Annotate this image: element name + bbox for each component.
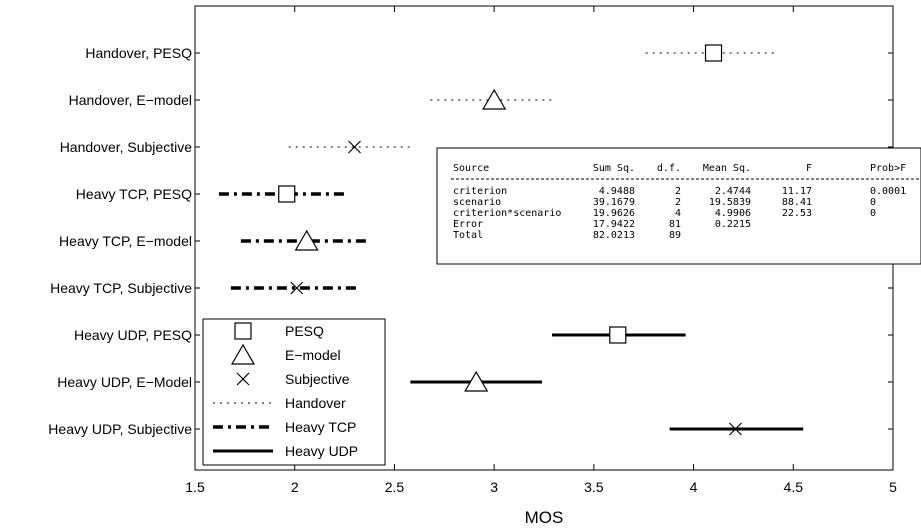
category-label: Heavy UDP, PESQ <box>74 327 192 343</box>
legend-label: PESQ <box>285 323 324 339</box>
legend-symbol-x <box>236 372 250 386</box>
x-axis-title: MOS <box>525 508 564 527</box>
table-cell: 88.41 <box>782 197 812 208</box>
x-tick-label: 2.5 <box>385 479 405 495</box>
x-tick-label: 5 <box>889 479 897 495</box>
mean-marker-triangle <box>294 229 319 251</box>
table-cell: 19.5839 <box>709 197 751 208</box>
category-label: Heavy TCP, PESQ <box>76 186 192 202</box>
table-cell: 81 <box>669 219 681 230</box>
table-cell: scenario <box>453 197 501 208</box>
x-tick-label: 2 <box>291 479 299 495</box>
table-header: Mean Sq. <box>703 163 751 174</box>
category-label: Handover, E−model <box>69 92 192 108</box>
table-cell: 19.9626 <box>593 208 635 219</box>
mean-marker-square <box>704 44 723 62</box>
table-cell: 39.1679 <box>593 197 635 208</box>
x-tick-label: 3 <box>490 479 498 495</box>
table-cell: 4.9488 <box>599 186 635 197</box>
mean-marker-x <box>348 140 361 154</box>
category-label: Heavy TCP, Subjective <box>50 280 192 296</box>
table-box <box>436 147 921 265</box>
category-label: Heavy UDP, Subjective <box>48 421 192 437</box>
legend-symbol-square <box>234 322 252 340</box>
table-cell: 0.0001 <box>870 186 906 197</box>
legend-label: Heavy UDP <box>285 443 358 459</box>
legend: PESQ E−model Subjective Handover Heavy TCP He… <box>202 318 386 466</box>
legend-label: Handover <box>285 395 346 411</box>
table-cell: 0.2215 <box>715 219 751 230</box>
category-label: Heavy TCP, E−model <box>59 233 192 249</box>
table-header: Prob>F <box>870 163 906 174</box>
x-tick-label: 4.5 <box>784 479 804 495</box>
category-label: Heavy UDP, E−Model <box>57 374 192 390</box>
category-label: Handover, Subjective <box>60 139 193 155</box>
legend-label: E−model <box>285 347 341 363</box>
table-header: F <box>806 163 812 174</box>
legend-label: Subjective <box>285 371 350 387</box>
table-cell: 89 <box>669 230 681 241</box>
mean-marker-x <box>729 422 742 436</box>
table-header: Source <box>453 163 489 174</box>
table-cell: 0 <box>870 197 876 208</box>
table-cell: Error <box>453 219 483 230</box>
anova-table: Source Sum Sq. d.f. Mean Sq. F Prob>F criterio… <box>436 147 921 265</box>
mean-marker-square <box>278 185 296 203</box>
table-cell: 22.53 <box>782 208 812 219</box>
table-cell: 2 <box>675 197 681 208</box>
table-cell: 17.9422 <box>593 219 635 230</box>
data-series <box>218 44 804 436</box>
table-cell: criterion <box>453 186 507 197</box>
table-cell: 11.17 <box>782 186 812 197</box>
legend-label: Heavy TCP <box>285 419 356 435</box>
mean-marker-square <box>609 326 627 344</box>
x-tick-label: 4 <box>690 479 698 495</box>
table-cell: 2 <box>675 186 681 197</box>
table-cell: Total <box>453 230 483 241</box>
table-cell: 4.9906 <box>715 208 751 219</box>
table-cell: 0 <box>870 208 876 219</box>
x-tick-label: 3.5 <box>584 479 604 495</box>
table-header: Sum Sq. <box>593 163 635 174</box>
legend-symbol-triangle <box>230 343 256 365</box>
table-cell: 2.4744 <box>715 186 751 197</box>
legend-box <box>202 318 386 466</box>
mean-marker-triangle <box>464 370 489 392</box>
table-cell: 4 <box>675 208 681 219</box>
x-tick-label: 1.5 <box>185 479 205 495</box>
table-cell: criterion*scenario <box>453 208 561 219</box>
table-header: d.f. <box>657 163 681 174</box>
table-cell: 82.0213 <box>593 230 635 241</box>
mean-marker-x <box>290 281 304 295</box>
category-label: Handover, PESQ <box>85 45 192 61</box>
mean-marker-triangle <box>482 88 507 110</box>
